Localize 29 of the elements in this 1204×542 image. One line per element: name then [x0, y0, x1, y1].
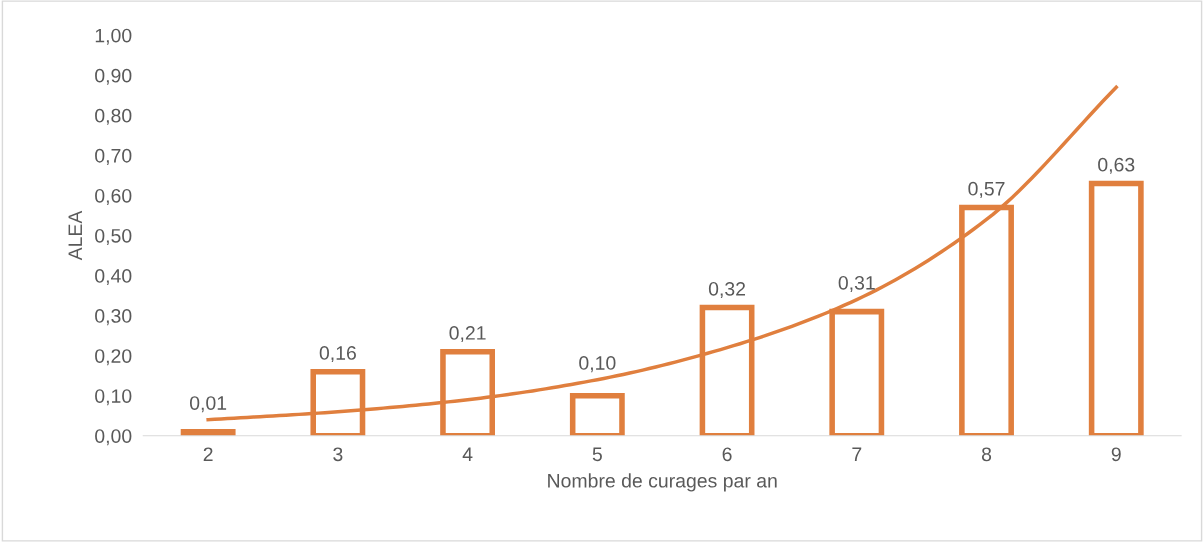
x-tick-label: 9 [1111, 447, 1121, 462]
x-tick-label: 8 [981, 447, 992, 462]
x-tick-label: 5 [592, 447, 602, 462]
y-axis-title: ALEA [68, 210, 82, 261]
data-label: 0,57 [968, 181, 1005, 198]
y-tick-label: 1,00 [95, 28, 132, 45]
y-tick-label: 0,80 [95, 108, 132, 125]
data-label: 0,01 [189, 396, 227, 413]
data-label: 0,63 [1098, 157, 1135, 174]
y-tick-label: 0,70 [95, 148, 132, 165]
y-tick-label: 0,40 [95, 269, 132, 286]
data-label: 0,32 [708, 281, 746, 299]
data-label: 0,16 [319, 346, 356, 363]
x-tick-label: 7 [852, 447, 862, 461]
y-tick-label: 0,90 [95, 68, 132, 85]
y-tick-label: 0,10 [95, 389, 132, 406]
y-tick-label: 0,00 [95, 429, 132, 446]
data-label: 0,21 [449, 326, 486, 343]
data-label: 0,31 [838, 275, 875, 293]
y-tick-label: 0,60 [95, 188, 132, 205]
x-tick-label: 3 [333, 447, 343, 462]
x-tick-label: 4 [462, 447, 473, 461]
y-tick-label: 0,20 [95, 349, 132, 366]
x-tick-label: 6 [722, 447, 732, 462]
x-tick-label: 2 [203, 447, 213, 461]
x-axis-title: Nombre de curages par an [548, 473, 777, 492]
y-tick-label: 0,30 [95, 309, 132, 326]
y-tick-label: 0,50 [95, 228, 132, 246]
data-label: 0,10 [579, 356, 616, 373]
